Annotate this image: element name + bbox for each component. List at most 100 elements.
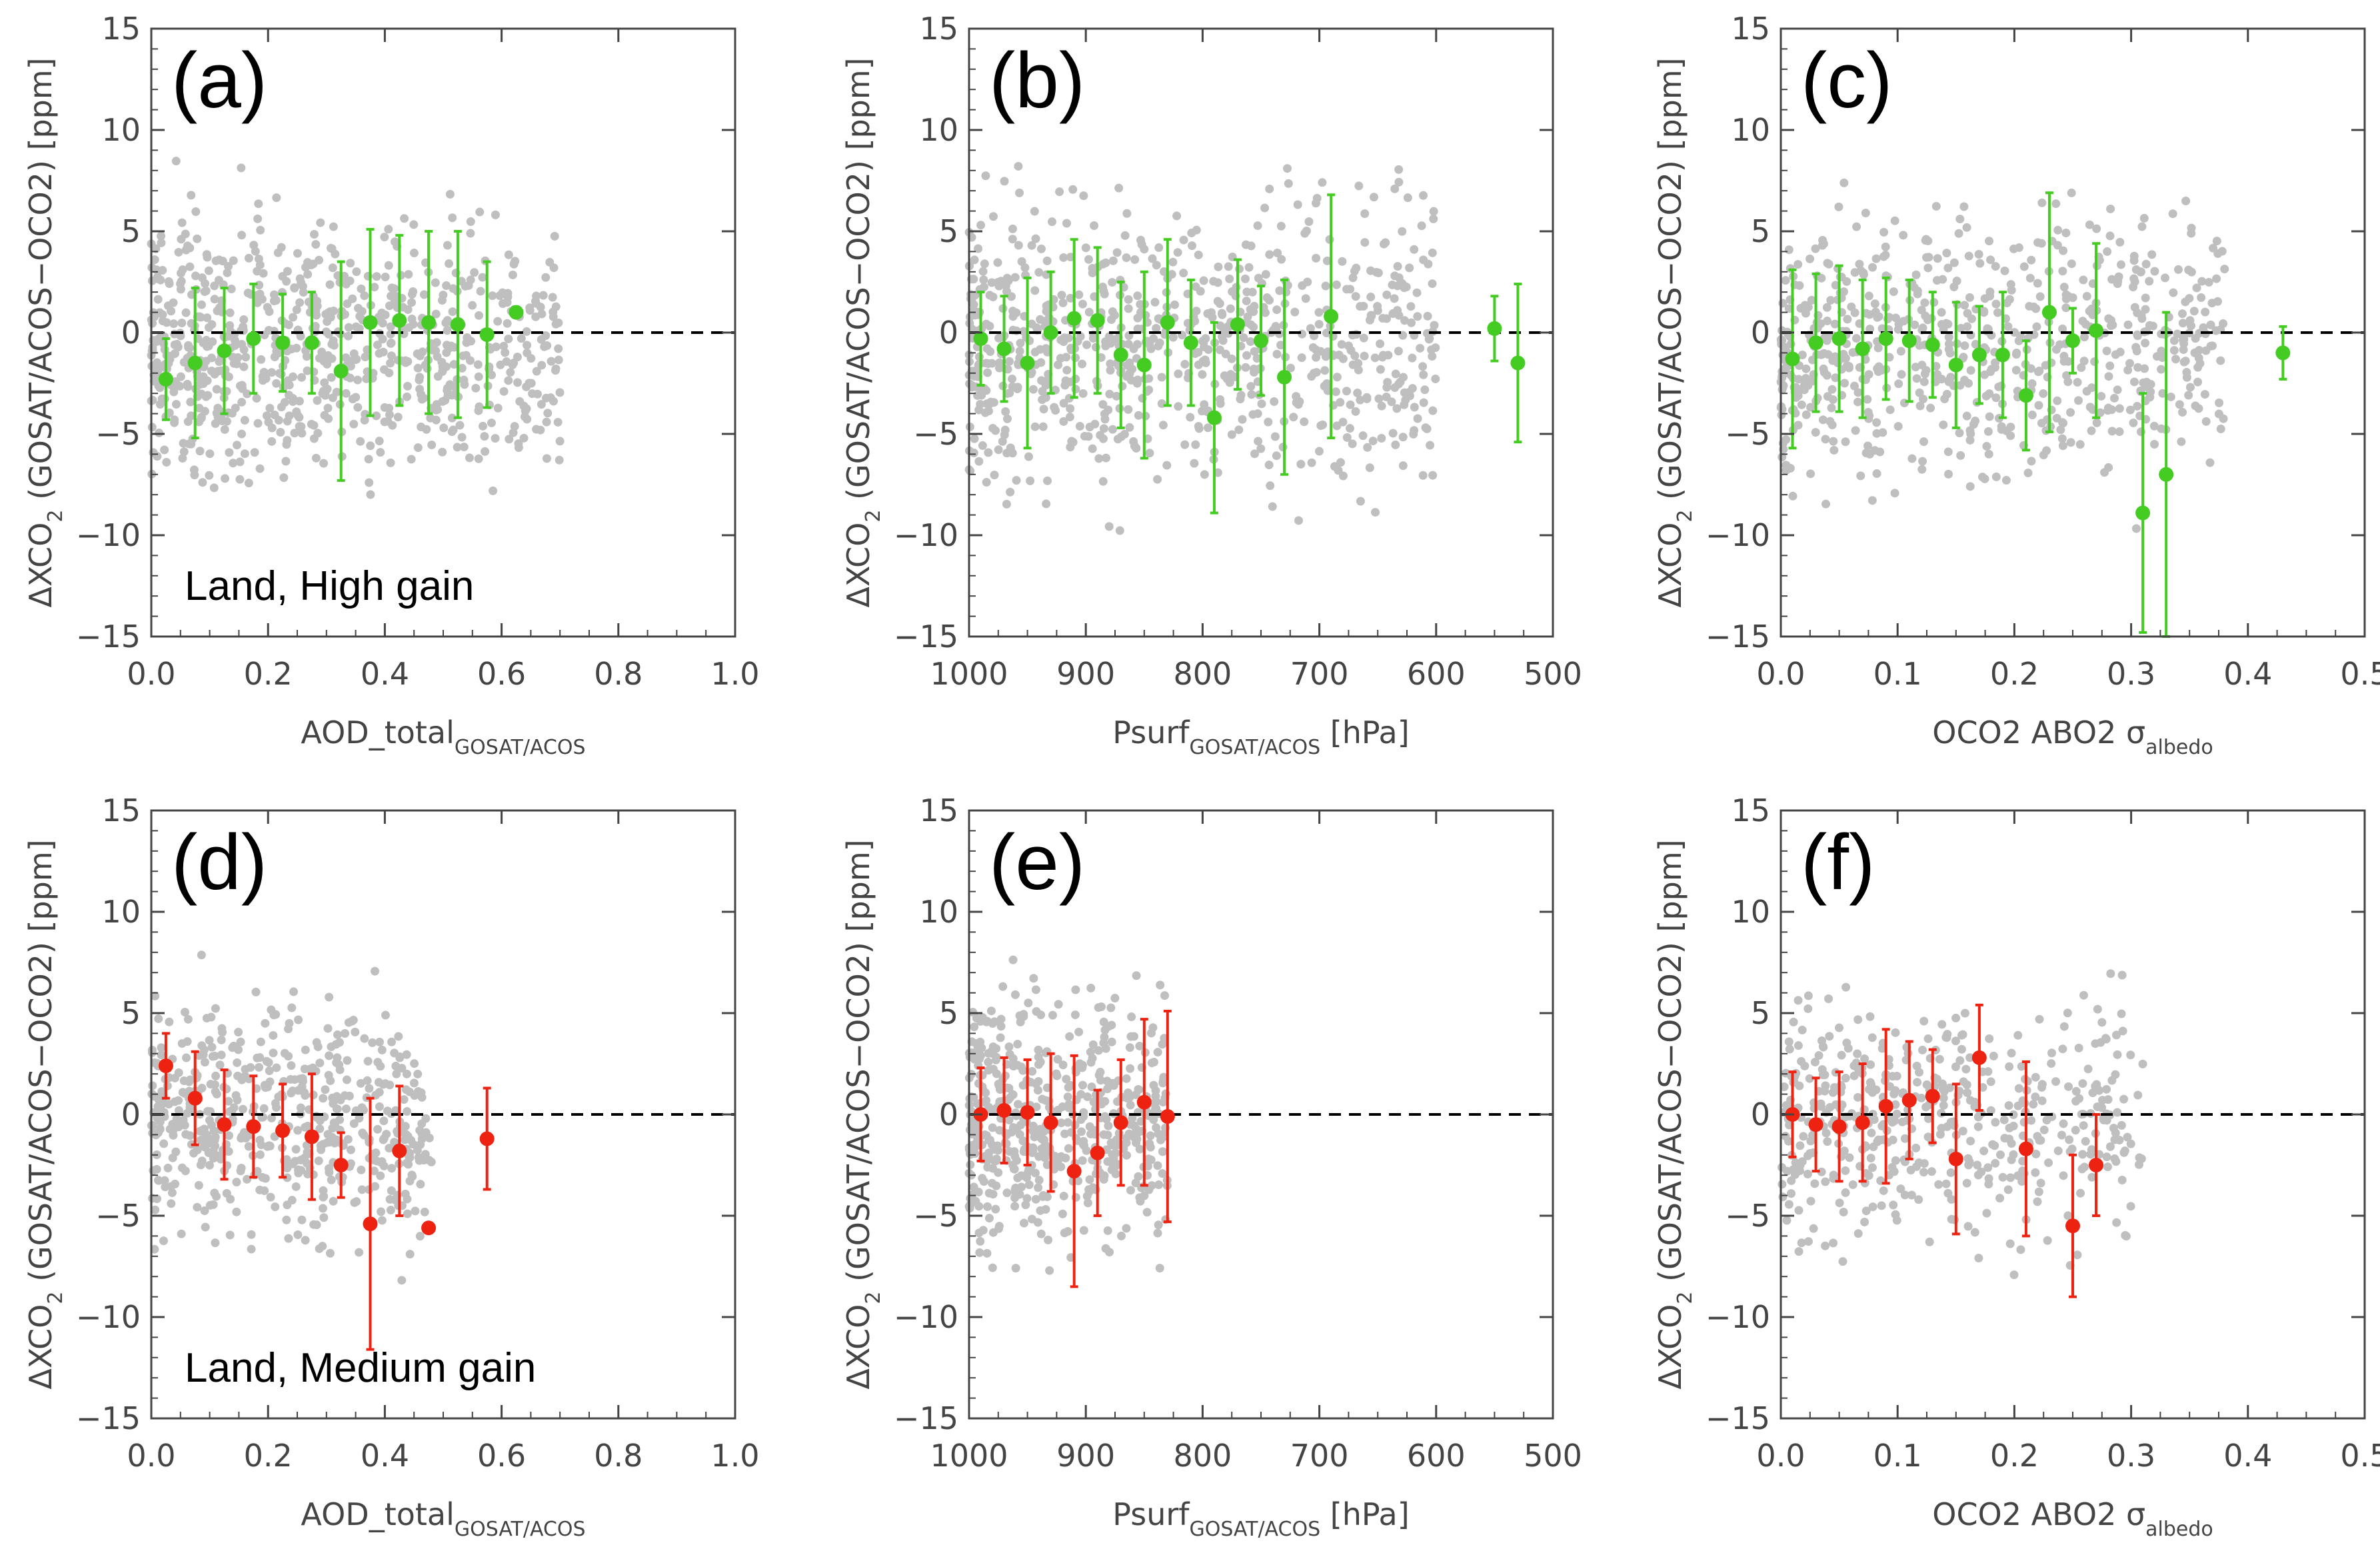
- scatter-point: [1868, 263, 1877, 272]
- scatter-point: [2027, 1116, 2036, 1125]
- scatter-point: [1041, 1096, 1050, 1105]
- scatter-point: [981, 171, 990, 181]
- scatter-point: [1034, 1176, 1044, 1185]
- scatter-point: [1108, 256, 1118, 265]
- y-tick-label: 0: [939, 315, 958, 351]
- scatter-point: [211, 1071, 221, 1080]
- scatter-point: [1284, 179, 1293, 188]
- scatter-point: [2126, 1050, 2135, 1060]
- scatter-point: [1052, 1069, 1061, 1078]
- scatter-point: [1108, 278, 1117, 287]
- scatter-point: [1418, 471, 1428, 480]
- scatter-point: [1429, 214, 1438, 223]
- scatter-point: [443, 326, 452, 335]
- scatter-point: [1394, 165, 1404, 174]
- scatter-point: [1896, 1184, 1905, 1194]
- scatter-point: [280, 398, 289, 407]
- scatter-point: [343, 331, 353, 341]
- scatter-point: [311, 321, 320, 331]
- x-axis-label: PsurfGOSAT/ACOS [hPa]: [1112, 1496, 1409, 1541]
- scatter-point: [970, 1140, 980, 1149]
- scatter-point: [366, 490, 375, 499]
- scatter-point: [504, 250, 513, 259]
- y-tick-label: −10: [1706, 517, 1770, 553]
- scatter-point: [1841, 353, 1850, 363]
- scatter-point: [2057, 1130, 2066, 1140]
- scatter-point: [542, 454, 551, 463]
- scatter-point: [1002, 499, 1011, 509]
- scatter-point: [976, 1037, 985, 1046]
- scatter-point: [1786, 339, 1795, 349]
- scatter-point: [1913, 1078, 1922, 1087]
- scatter-point: [1277, 255, 1286, 264]
- scatter-point: [271, 296, 281, 305]
- scatter-point: [237, 429, 247, 439]
- scatter-point: [1265, 184, 1274, 193]
- scatter-point: [394, 1032, 403, 1041]
- scatter-point: [1428, 471, 1438, 480]
- scatter-point: [185, 1077, 194, 1086]
- scatter-point: [154, 1176, 163, 1185]
- scatter-point: [1148, 254, 1157, 263]
- scatter-point: [1038, 422, 1048, 431]
- scatter-point: [1863, 441, 1872, 451]
- scatter-point: [1271, 322, 1280, 331]
- scatter-point: [415, 385, 425, 394]
- scatter-point: [1428, 406, 1438, 415]
- scatter-point: [1849, 381, 1859, 391]
- scatter-point: [152, 265, 161, 275]
- scatter-point: [985, 291, 994, 300]
- scatter-point: [1947, 1214, 1956, 1224]
- scatter-point: [2105, 231, 2115, 241]
- bin-mean-point: [158, 1058, 173, 1074]
- scatter-point: [2110, 1154, 2119, 1163]
- scatter-point: [1855, 259, 1864, 269]
- scatter-point: [1292, 398, 1301, 407]
- scatter-point: [1101, 453, 1110, 463]
- y-tick-label: −5: [95, 1198, 141, 1234]
- panel-label: (a): [171, 37, 267, 125]
- scatter-point: [2033, 367, 2043, 377]
- scatter-point: [2101, 1034, 2110, 1043]
- scatter-point: [1797, 1238, 1806, 1248]
- scatter-point: [2119, 1094, 2129, 1104]
- scatter-point: [407, 455, 416, 464]
- scatter-point: [2200, 390, 2209, 399]
- scatter-point: [541, 393, 551, 403]
- scatter-point: [341, 389, 351, 398]
- scatter-point: [1388, 429, 1398, 438]
- scatter-point: [2059, 419, 2068, 428]
- scatter-point: [1382, 383, 1392, 392]
- scatter-point: [2009, 1121, 2018, 1130]
- scatter-point: [301, 1122, 310, 1132]
- scatter-point: [1200, 470, 1209, 479]
- scatter-point: [1256, 444, 1266, 453]
- scatter-point: [493, 403, 503, 413]
- scatter-point: [159, 1236, 168, 1246]
- scatter-point: [1872, 429, 1881, 438]
- scatter-point: [2009, 1110, 2018, 1119]
- scatter-point: [1871, 254, 1881, 263]
- scatter-point: [1158, 1098, 1168, 1107]
- scatter-point: [1088, 263, 1097, 273]
- scatter-point: [2177, 309, 2187, 319]
- scatter-point: [1803, 1004, 1813, 1013]
- scatter-point: [168, 1120, 177, 1129]
- scatter-point: [402, 1158, 411, 1168]
- scatter-point: [181, 229, 190, 239]
- scatter-point: [985, 399, 994, 409]
- y-tick-label: −15: [76, 1400, 141, 1436]
- scatter-point: [1960, 1008, 1969, 1018]
- bin-mean-point: [1995, 347, 2010, 363]
- scatter-point: [1056, 1118, 1066, 1128]
- scatter-point: [403, 305, 413, 315]
- bin-mean-point: [246, 1119, 261, 1134]
- scatter-point: [2103, 1095, 2113, 1104]
- scatter-point: [488, 291, 497, 301]
- bin-mean-point: [1901, 1092, 1917, 1108]
- scatter-point: [2126, 1139, 2135, 1148]
- scatter-point: [2064, 1082, 2073, 1091]
- scatter-point: [1003, 365, 1012, 374]
- scatter-point: [539, 291, 548, 300]
- scatter-point: [994, 1079, 1003, 1088]
